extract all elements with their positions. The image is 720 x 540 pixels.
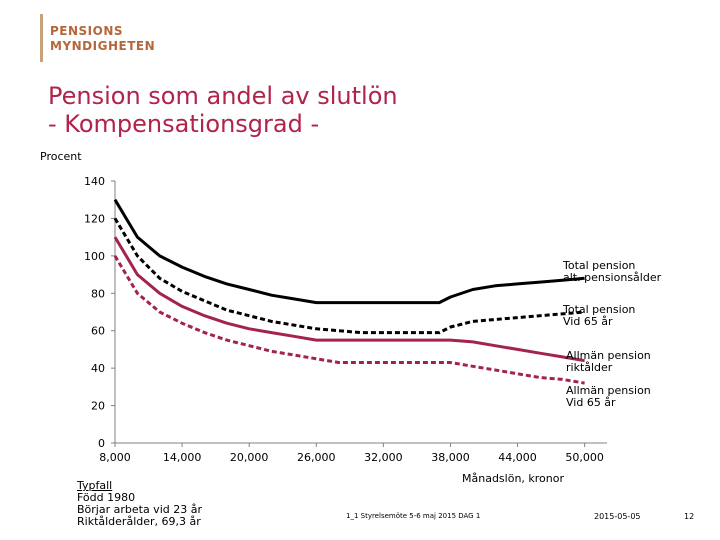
legend-label-line: Allmän pension — [566, 384, 651, 397]
legend-label-line: Vid 65 år — [563, 315, 613, 328]
y-axis-label: Procent — [40, 150, 82, 163]
y-tick-label: 20 — [91, 400, 105, 413]
x-axis-label: Månadslön, kronor — [462, 472, 565, 485]
logo: PENSIONS MYNDIGHETEN — [50, 24, 155, 54]
x-tick-label: 32,000 — [364, 451, 403, 464]
series-line-1 — [113, 198, 585, 305]
typfall-line: Riktålderålder, 69,3 år — [77, 515, 201, 528]
page-number: 12 — [684, 512, 695, 521]
legend-label-4: Allmän pension Vid 65 år — [566, 385, 651, 409]
y-tick-label: 80 — [91, 287, 105, 300]
page-title: Pension som andel av slutlön - Kompensat… — [48, 82, 398, 138]
y-tick-label: 0 — [98, 437, 105, 450]
y-tick-label: 100 — [84, 250, 105, 263]
title-line-1: Pension som andel av slutlön — [48, 82, 398, 110]
x-tick-label: 14,000 — [163, 451, 202, 464]
title-line-2: - Kompensationsgrad - — [48, 110, 320, 138]
legend-label-3: Allmän pension riktålder — [566, 350, 651, 374]
logo-bar — [40, 14, 43, 62]
series-line-2 — [113, 217, 585, 335]
legend-label-line: Allmän pension — [566, 349, 651, 362]
logo-line-1: PENSIONS — [50, 24, 124, 38]
legend-label-line: Total pension — [563, 303, 636, 316]
typfall-heading: Typfall — [77, 479, 113, 492]
typfall-note: Typfall Född 1980 Börjar arbeta vid 23 å… — [77, 480, 202, 528]
x-tick-label: 26,000 — [297, 451, 336, 464]
legend-label-line: Total pension — [563, 259, 636, 272]
legend-label-line: alt. pensionsålder — [563, 271, 662, 284]
y-tick-label: 120 — [84, 212, 105, 225]
logo-line-2: MYNDIGHETEN — [50, 39, 156, 53]
legend-label-line: Vid 65 år — [566, 396, 616, 409]
x-tick-label: 50,000 — [565, 451, 604, 464]
legend-label-line: riktålder — [566, 361, 613, 374]
y-tick-label: 40 — [91, 362, 105, 375]
typfall-line: Född 1980 — [77, 491, 136, 504]
typfall-line: Börjar arbeta vid 23 år — [77, 503, 202, 516]
footer-date: 2015-05-05 — [594, 512, 641, 521]
series-line-3 — [113, 236, 585, 363]
footer-meeting: 1_1 Styrelsemöte 5-6 maj 2015 DAG 1 — [346, 512, 481, 520]
y-tick-label: 60 — [91, 325, 105, 338]
series-line-4 — [113, 255, 585, 385]
x-tick-label: 38,000 — [431, 451, 470, 464]
legend-label-2: Total pension Vid 65 år — [563, 304, 635, 328]
x-tick-label: 20,000 — [230, 451, 269, 464]
x-tick-label: 44,000 — [498, 451, 537, 464]
legend-label-1: Total pension alt. pensionsålder — [563, 260, 661, 284]
x-tick-label: 8,000 — [99, 451, 131, 464]
y-tick-label: 140 — [84, 175, 105, 188]
